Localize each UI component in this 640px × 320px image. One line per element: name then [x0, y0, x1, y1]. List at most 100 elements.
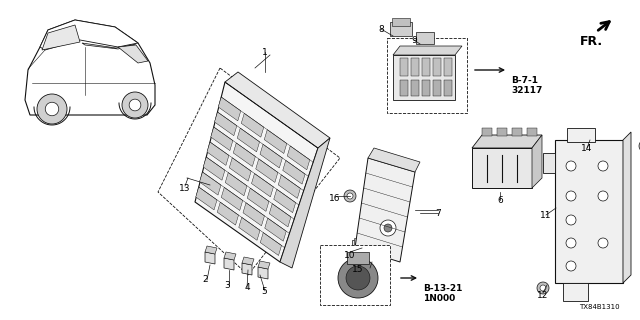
Polygon shape [472, 135, 542, 148]
Bar [422, 80, 430, 96]
Circle shape [566, 261, 576, 271]
Polygon shape [214, 112, 237, 136]
Polygon shape [258, 267, 268, 279]
Polygon shape [207, 142, 229, 165]
Polygon shape [204, 157, 225, 180]
Circle shape [347, 193, 353, 199]
Polygon shape [278, 175, 300, 198]
Circle shape [566, 191, 576, 201]
Text: 9: 9 [411, 36, 417, 44]
Circle shape [346, 266, 370, 290]
Polygon shape [42, 25, 80, 50]
Polygon shape [260, 144, 282, 168]
Text: 1: 1 [262, 47, 268, 57]
Bar [433, 58, 441, 76]
Bar [444, 80, 452, 96]
Polygon shape [256, 159, 278, 182]
Polygon shape [224, 252, 236, 260]
Polygon shape [368, 148, 420, 172]
Text: TX84B1310: TX84B1310 [579, 304, 620, 310]
Circle shape [177, 173, 187, 183]
Polygon shape [221, 188, 243, 211]
Text: 8: 8 [378, 25, 384, 34]
Polygon shape [229, 158, 251, 181]
Bar [527, 128, 537, 136]
Polygon shape [543, 153, 555, 173]
Bar [563, 283, 588, 301]
Circle shape [384, 224, 392, 232]
Text: 4: 4 [244, 284, 250, 292]
Polygon shape [247, 188, 269, 211]
Polygon shape [25, 20, 155, 115]
Text: FR.: FR. [580, 35, 603, 48]
Circle shape [598, 191, 608, 201]
Bar [497, 128, 507, 136]
Polygon shape [195, 82, 318, 262]
Circle shape [598, 238, 608, 248]
Polygon shape [283, 160, 305, 184]
Polygon shape [205, 246, 217, 254]
Bar [352, 240, 370, 262]
Circle shape [129, 99, 141, 111]
Polygon shape [258, 261, 270, 269]
Text: 2: 2 [202, 276, 208, 284]
Polygon shape [225, 172, 247, 196]
Text: 11: 11 [540, 211, 552, 220]
Polygon shape [40, 20, 138, 50]
Polygon shape [239, 217, 260, 240]
Bar [400, 80, 408, 96]
Polygon shape [224, 258, 234, 270]
Text: 16: 16 [329, 194, 340, 203]
Bar [512, 128, 522, 136]
Bar [392, 18, 410, 26]
Circle shape [365, 253, 375, 263]
Polygon shape [196, 187, 217, 210]
Polygon shape [200, 172, 221, 195]
Text: 6: 6 [497, 196, 503, 204]
Polygon shape [264, 130, 287, 154]
Text: B-13-21
1N000: B-13-21 1N000 [423, 284, 462, 303]
Circle shape [344, 190, 356, 202]
Polygon shape [82, 43, 136, 49]
Circle shape [540, 285, 546, 291]
Polygon shape [118, 45, 148, 63]
Polygon shape [211, 127, 233, 150]
Polygon shape [623, 132, 631, 283]
Circle shape [639, 140, 640, 152]
Text: 10: 10 [344, 251, 356, 260]
Text: 3: 3 [224, 281, 230, 290]
Circle shape [338, 258, 378, 298]
Bar [347, 252, 369, 264]
Circle shape [566, 215, 576, 225]
Polygon shape [280, 138, 330, 268]
Bar [482, 128, 492, 136]
Bar [567, 128, 595, 142]
Circle shape [37, 94, 67, 124]
Text: B-7-1
32117: B-7-1 32117 [511, 76, 542, 95]
Polygon shape [355, 158, 415, 262]
Polygon shape [287, 146, 310, 170]
Polygon shape [260, 233, 282, 255]
Polygon shape [241, 113, 264, 137]
Polygon shape [265, 218, 286, 241]
Polygon shape [555, 140, 623, 283]
Bar [411, 58, 419, 76]
Polygon shape [252, 173, 273, 197]
Polygon shape [218, 97, 241, 121]
Bar [422, 58, 430, 76]
Circle shape [380, 220, 396, 236]
Circle shape [122, 92, 148, 118]
Bar [354, 238, 368, 246]
Polygon shape [242, 257, 254, 265]
Bar [433, 80, 441, 96]
Bar [444, 58, 452, 76]
Polygon shape [274, 189, 296, 212]
Polygon shape [242, 263, 252, 275]
Bar [387, 38, 467, 113]
Circle shape [598, 161, 608, 171]
Circle shape [566, 238, 576, 248]
Bar [416, 32, 434, 44]
Polygon shape [217, 202, 239, 225]
Polygon shape [472, 148, 532, 188]
Text: 13: 13 [179, 183, 191, 193]
